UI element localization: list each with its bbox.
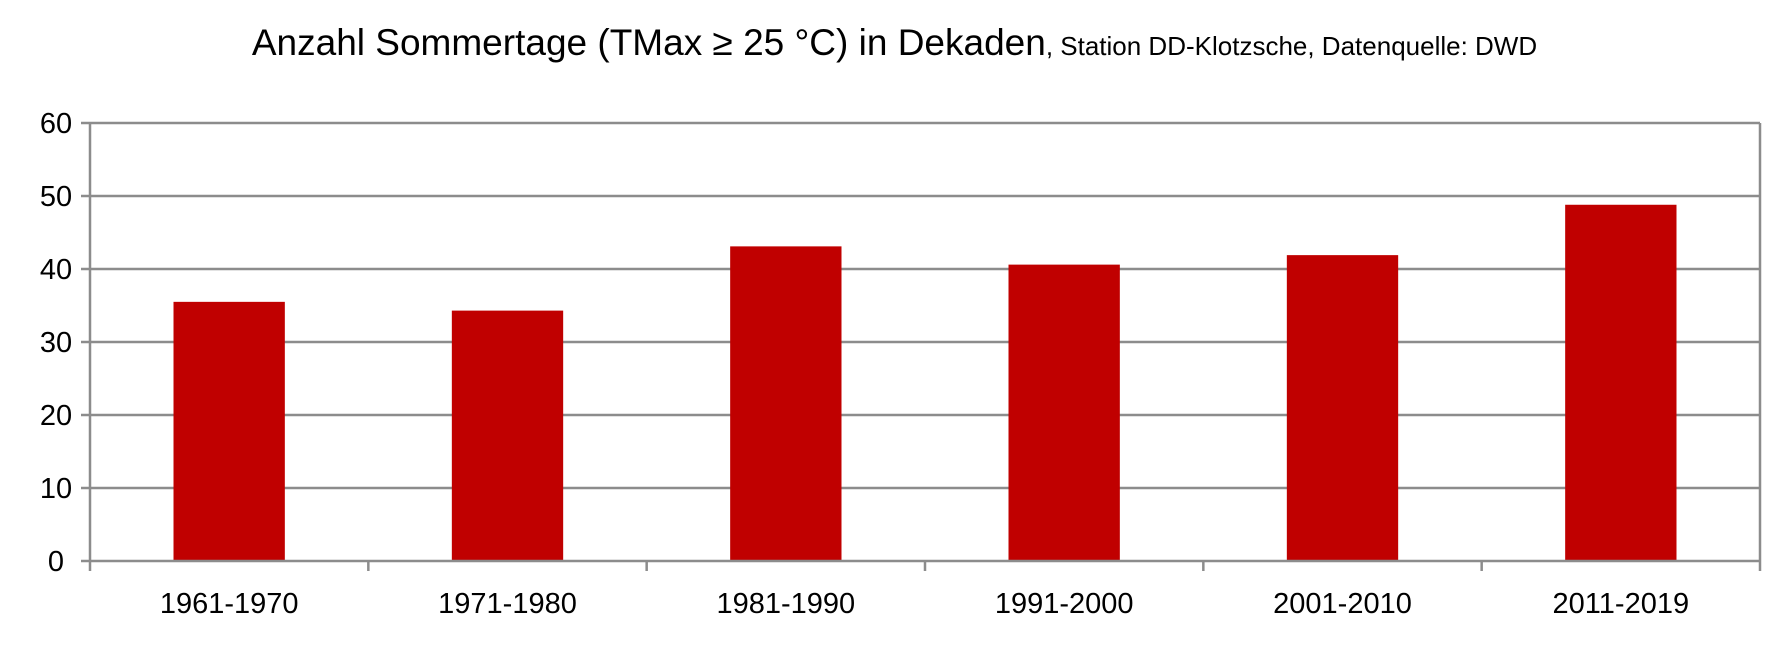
bars	[173, 204, 1677, 561]
chart-title-main: Anzahl Sommertage (TMax ≥ 25 °C) in Deka…	[251, 22, 1046, 63]
y-tick-label: 60	[40, 108, 72, 140]
x-tick-label: 2001-2010	[1273, 588, 1412, 620]
tick-labels: 0 10 20 30 40 50 60 1961-1970 1971-1980 1981-1990…	[40, 108, 1689, 620]
x-tick-label: 1961-1970	[160, 588, 299, 620]
x-tick-label: 1981-1990	[716, 588, 855, 620]
chart-title: Anzahl Sommertage (TMax ≥ 25 °C) in Deka…	[0, 22, 1789, 64]
chart-subtitle: , Station DD-Klotzsche, Datenquelle: DWD	[1045, 31, 1538, 61]
axes	[81, 121, 1762, 571]
bar-2011-2019	[1565, 204, 1677, 561]
bar-1991-2000	[1008, 264, 1120, 561]
y-tick-label: 0	[48, 546, 64, 578]
grid-lines	[90, 121, 1762, 561]
y-tick-label: 50	[40, 181, 72, 213]
bar-1961-1970	[173, 301, 285, 561]
y-tick-label: 30	[40, 327, 72, 359]
y-tick-label: 10	[40, 473, 72, 505]
x-tick-label: 1971-1980	[438, 588, 577, 620]
y-tick-label: 20	[40, 400, 72, 432]
x-tick-label: 1991-2000	[995, 588, 1134, 620]
bar-2001-2010	[1286, 255, 1399, 561]
bar-1981-1990	[730, 246, 842, 561]
y-tick-label: 40	[40, 254, 72, 286]
x-tick-label: 2011-2019	[1553, 588, 1690, 620]
bar-1971-1980	[451, 310, 564, 561]
